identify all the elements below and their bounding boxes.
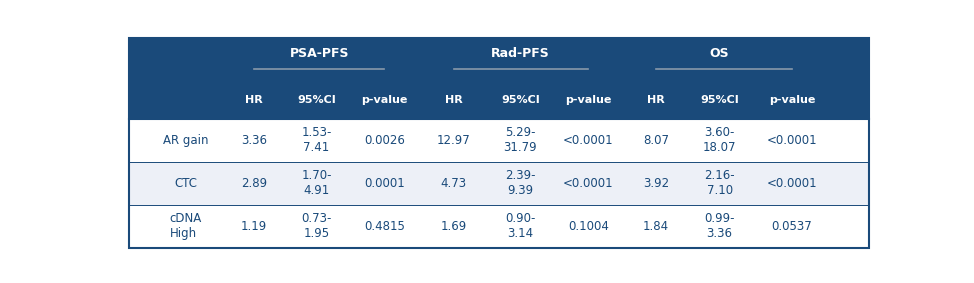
Text: 1.70-
4.91: 1.70- 4.91: [301, 169, 332, 197]
Text: 0.73-
1.95: 0.73- 1.95: [301, 212, 332, 240]
Text: 0.0537: 0.0537: [771, 220, 812, 233]
Text: 12.97: 12.97: [437, 134, 470, 147]
Text: 2.89: 2.89: [241, 177, 267, 190]
Text: Rad-PFS: Rad-PFS: [491, 47, 549, 60]
Bar: [130, 38, 869, 82]
Text: 95%CI: 95%CI: [501, 95, 540, 106]
Text: 5.29-
31.79: 5.29- 31.79: [504, 127, 537, 154]
Text: HR: HR: [648, 95, 665, 106]
Text: 1.53-
7.41: 1.53- 7.41: [301, 127, 332, 154]
Text: 4.73: 4.73: [441, 177, 467, 190]
Text: 3.36: 3.36: [241, 134, 267, 147]
Text: PSA-PFS: PSA-PFS: [290, 47, 350, 60]
Bar: [130, 82, 869, 119]
Text: OS: OS: [710, 47, 730, 60]
Text: 1.69: 1.69: [441, 220, 467, 233]
Text: 8.07: 8.07: [643, 134, 669, 147]
Text: p-value: p-value: [361, 95, 408, 106]
Text: 95%CI: 95%CI: [700, 95, 739, 106]
Text: <0.0001: <0.0001: [563, 177, 614, 190]
Text: 2.16-
7.10: 2.16- 7.10: [704, 169, 735, 197]
Text: 95%CI: 95%CI: [297, 95, 336, 106]
Text: 0.0026: 0.0026: [364, 134, 405, 147]
Bar: [130, 162, 869, 205]
Text: 1.19: 1.19: [241, 220, 267, 233]
Text: HR: HR: [245, 95, 263, 106]
Text: 0.4815: 0.4815: [364, 220, 405, 233]
Text: 0.0001: 0.0001: [364, 177, 405, 190]
Text: <0.0001: <0.0001: [563, 134, 614, 147]
Text: 0.90-
3.14: 0.90- 3.14: [506, 212, 536, 240]
Text: 1.84: 1.84: [643, 220, 669, 233]
Text: HR: HR: [445, 95, 463, 106]
Text: <0.0001: <0.0001: [767, 134, 817, 147]
Text: AR gain: AR gain: [164, 134, 208, 147]
Text: p-value: p-value: [565, 95, 612, 106]
Text: 0.1004: 0.1004: [568, 220, 609, 233]
Text: 0.99-
3.36: 0.99- 3.36: [704, 212, 734, 240]
Text: 2.39-
9.39: 2.39- 9.39: [506, 169, 536, 197]
Text: cDNA
High: cDNA High: [169, 212, 202, 240]
Bar: [130, 205, 869, 248]
Text: 3.92: 3.92: [643, 177, 669, 190]
Text: 3.60-
18.07: 3.60- 18.07: [703, 127, 736, 154]
Text: p-value: p-value: [768, 95, 815, 106]
Text: CTC: CTC: [174, 177, 198, 190]
Text: <0.0001: <0.0001: [767, 177, 817, 190]
Bar: [130, 119, 869, 162]
